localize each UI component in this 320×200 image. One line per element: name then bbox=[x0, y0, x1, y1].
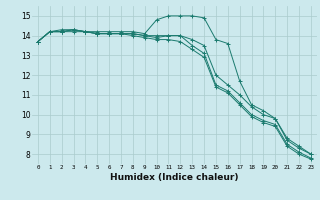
X-axis label: Humidex (Indice chaleur): Humidex (Indice chaleur) bbox=[110, 173, 239, 182]
